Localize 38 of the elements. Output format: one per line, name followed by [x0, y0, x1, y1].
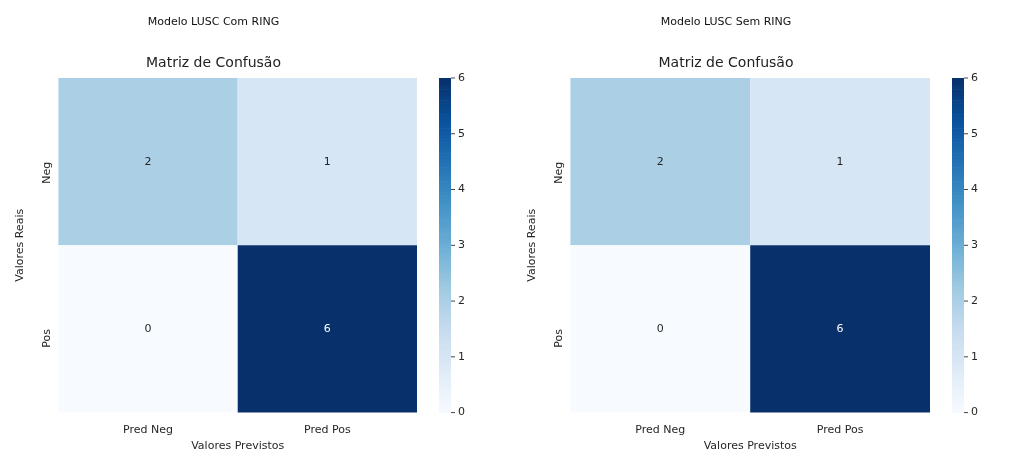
data-label: 1	[836, 154, 844, 168]
color-bar-label: 0	[458, 405, 465, 419]
x-axis-title: Valores Previstos	[191, 439, 285, 453]
data-label: 0	[144, 321, 152, 335]
data-label: 2	[656, 154, 664, 168]
color-bar-label: 1	[971, 349, 978, 363]
color-bar-label: 3	[458, 238, 465, 252]
color-bar-label: 1	[458, 349, 465, 363]
y-tick-label: Neg	[552, 161, 566, 184]
y-tick-label: Neg	[40, 161, 54, 184]
x-tick-label: Pred Neg	[635, 423, 686, 437]
x-tick-label: Pred Pos	[816, 423, 864, 437]
color-bar-label: 4	[458, 182, 465, 196]
color-bar-label: 3	[971, 238, 978, 252]
data-label: 6	[836, 321, 844, 335]
color-bar-label: 2	[458, 293, 465, 307]
color-bar-label: 2	[971, 293, 978, 307]
x-tick-label: Pred Neg	[123, 423, 174, 437]
chart-title: Modelo LUSC Sem RING	[660, 15, 792, 29]
data-label: 0	[656, 321, 664, 335]
x-tick-label: Pred Pos	[304, 423, 351, 437]
chart-subtitle: Matriz de Confusão	[658, 54, 794, 71]
color-bar-label: 6	[971, 70, 978, 84]
x-axis-title: Valores Previstos	[703, 439, 797, 453]
y-tick-label: Pos	[40, 328, 54, 348]
data-label: 6	[323, 321, 331, 335]
chart-subtitle: Matriz de Confusão	[146, 54, 281, 71]
y-axis-title: Valores Reais	[525, 208, 539, 282]
color-bar-label: 5	[971, 126, 978, 140]
color-bar-label: 6	[458, 70, 465, 84]
color-bar-label: 5	[458, 126, 465, 140]
data-label: 1	[323, 154, 331, 168]
chart-title: Modelo LUSC Com RING	[147, 15, 280, 29]
y-tick-label: Pos	[552, 328, 566, 348]
y-axis-title: Valores Reais	[13, 208, 27, 282]
data-label: 2	[144, 154, 152, 168]
color-bar-label: 0	[971, 405, 978, 419]
color-bar-label: 4	[971, 182, 978, 196]
